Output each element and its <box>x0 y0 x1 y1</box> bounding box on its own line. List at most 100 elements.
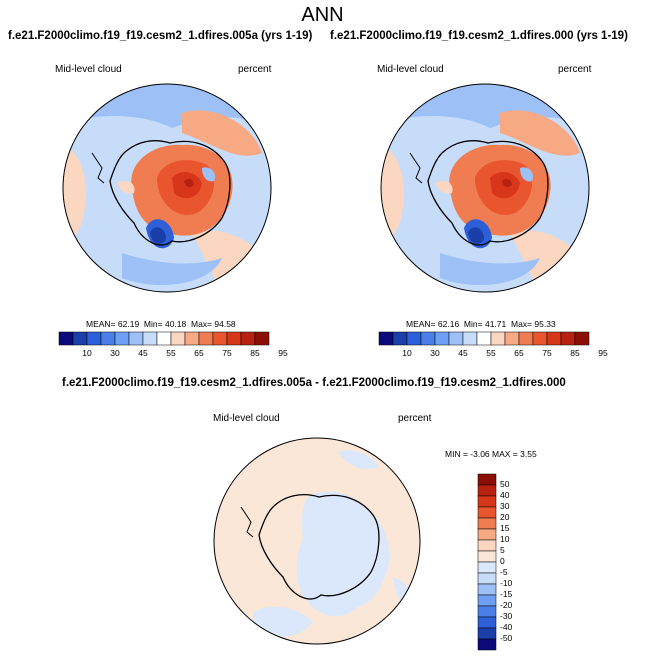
colorbar-diff-tick-label: -40 <box>500 622 513 632</box>
colorbar-right-tick-label: 10 <box>402 348 412 358</box>
colorbar-diff <box>477 473 497 651</box>
colorbar-left-swatch <box>170 331 186 346</box>
colorbar-left-swatch <box>72 331 88 346</box>
max-value-diff: 3.55 <box>520 449 537 459</box>
colorbar-diff-tick-label: -5 <box>500 567 508 577</box>
colorbar-diff-tick-label: 0 <box>500 556 505 566</box>
colorbar-diff-tick-label: -10 <box>500 578 513 588</box>
colorbar-diff-swatch <box>477 473 497 486</box>
colorbar-diff-swatch <box>477 594 497 607</box>
colorbar-diff-tick-label: 15 <box>500 523 510 533</box>
colorbar-left-swatch <box>226 331 242 346</box>
colorbar-diff-swatch <box>477 583 497 596</box>
colorbar-diff-tick-label: -30 <box>500 611 513 621</box>
colorbar-diff-tick-label: 40 <box>500 490 510 500</box>
colorbar-diff-swatch <box>477 495 497 508</box>
colorbar-diff-tick-label: 10 <box>500 534 510 544</box>
colorbar-left-swatch <box>100 331 116 346</box>
max-label-left: Max= <box>190 319 213 329</box>
colorbar-right-tick-label: 55 <box>486 348 496 358</box>
min-label-left: Min= <box>143 319 163 329</box>
colorbar-right <box>378 331 590 346</box>
colorbar-diff-tick-label: -50 <box>500 633 513 643</box>
colorbar-diff-tick-label: 20 <box>500 512 510 522</box>
colorbar-diff-tick-label: 30 <box>500 501 510 511</box>
stats-diff: MIN = -3.06 MAX = 3.55 <box>445 449 537 459</box>
colorbar-left-tick-label: 95 <box>278 348 288 358</box>
colorbar-diff-swatch <box>477 572 497 585</box>
colorbar-left-swatch <box>184 331 200 346</box>
colorbar-right-swatch <box>574 331 590 346</box>
colorbar-left-swatch <box>254 331 270 346</box>
colorbar-diff-tick-label: 50 <box>500 479 510 489</box>
colorbar-left-swatch <box>128 331 144 346</box>
colorbar-left-swatch <box>212 331 228 346</box>
colorbar-right-swatch <box>406 331 422 346</box>
colorbar-diff-swatch <box>477 517 497 530</box>
max-label-diff: MAX = <box>492 449 518 459</box>
colorbar-left-swatch <box>198 331 214 346</box>
colorbar-right-tick-label: 45 <box>458 348 468 358</box>
mean-label-right: MEAN= <box>406 319 436 329</box>
colorbar-left-swatch <box>240 331 256 346</box>
max-label-right: Max= <box>510 319 533 329</box>
colorbar-diff-swatch <box>477 528 497 541</box>
colorbar-right-swatch <box>392 331 408 346</box>
colorbar-left-tick-label: 30 <box>110 348 120 358</box>
panel-title-diff: f.e21.F2000climo.f19_f19.cesm2_1.dfires.… <box>62 377 566 389</box>
colorbar-diff-swatch <box>477 616 497 629</box>
colorbar-left-swatch <box>86 331 102 346</box>
max-value-right: 95.33 <box>534 319 556 329</box>
colorbar-right-swatch <box>378 331 394 346</box>
colorbar-diff-swatch <box>477 627 497 640</box>
colorbar-right-swatch <box>490 331 506 346</box>
panel-title-left: f.e21.F2000climo.f19_f19.cesm2_1.dfires.… <box>8 30 313 42</box>
colorbar-diff-swatch <box>477 550 497 563</box>
colorbar-left-swatch <box>114 331 130 346</box>
polar-map-diff <box>213 437 421 645</box>
mean-value-right: 62.16 <box>437 319 460 329</box>
colorbar-left-swatch <box>58 331 74 346</box>
colorbar-right-swatch <box>420 331 436 346</box>
stats-left: MEAN= 62.19 Min= 40.18 Max= 94.58 <box>86 319 236 329</box>
colorbar-left-tick-label: 75 <box>222 348 232 358</box>
variable-label-left: Mid-level cloud <box>55 64 122 75</box>
variable-label-right: Mid-level cloud <box>377 64 444 75</box>
max-value-left: 94.58 <box>214 319 236 329</box>
colorbar-diff-swatch <box>477 539 497 552</box>
stats-right: MEAN= 62.16 Min= 41.71 Max= 95.33 <box>406 319 556 329</box>
colorbar-left-tick-label: 10 <box>82 348 92 358</box>
colorbar-left-tick-label: 55 <box>166 348 176 358</box>
colorbar-diff-tick-label: -15 <box>500 589 513 599</box>
colorbar-right-swatch <box>532 331 548 346</box>
colorbar-right-swatch <box>518 331 534 346</box>
units-label-diff: percent <box>398 413 432 424</box>
colorbar-right-swatch <box>476 331 492 346</box>
polar-map-left <box>62 83 272 293</box>
colorbar-right-swatch <box>504 331 520 346</box>
colorbar-diff-tick-label: 5 <box>500 545 505 555</box>
colorbar-diff-swatch <box>477 561 497 574</box>
colorbar-diff-swatch <box>477 506 497 519</box>
panel-title-right: f.e21.F2000climo.f19_f19.cesm2_1.dfires.… <box>330 30 628 42</box>
variable-label-diff: Mid-level cloud <box>213 413 280 424</box>
colorbar-left-tick-label: 85 <box>250 348 260 358</box>
colorbar-diff-swatch <box>477 638 497 651</box>
colorbar-left-tick-label: 65 <box>194 348 204 358</box>
min-value-diff: -3.06 <box>470 449 490 459</box>
colorbar-diff-swatch <box>477 605 497 618</box>
units-label-left: percent <box>238 64 272 75</box>
min-value-left: 40.18 <box>164 319 187 329</box>
min-label-right: Min= <box>463 319 483 329</box>
colorbar-right-tick-label: 95 <box>598 348 608 358</box>
colorbar-diff-tick-label: -20 <box>500 600 513 610</box>
colorbar-left-swatch <box>142 331 158 346</box>
colorbar-right-tick-label: 85 <box>570 348 580 358</box>
colorbar-right-swatch <box>434 331 450 346</box>
colorbar-right-swatch <box>560 331 576 346</box>
colorbar-right-swatch <box>448 331 464 346</box>
units-label-right: percent <box>558 64 592 75</box>
min-value-right: 41.71 <box>484 319 507 329</box>
colorbar-left-tick-label: 45 <box>138 348 148 358</box>
